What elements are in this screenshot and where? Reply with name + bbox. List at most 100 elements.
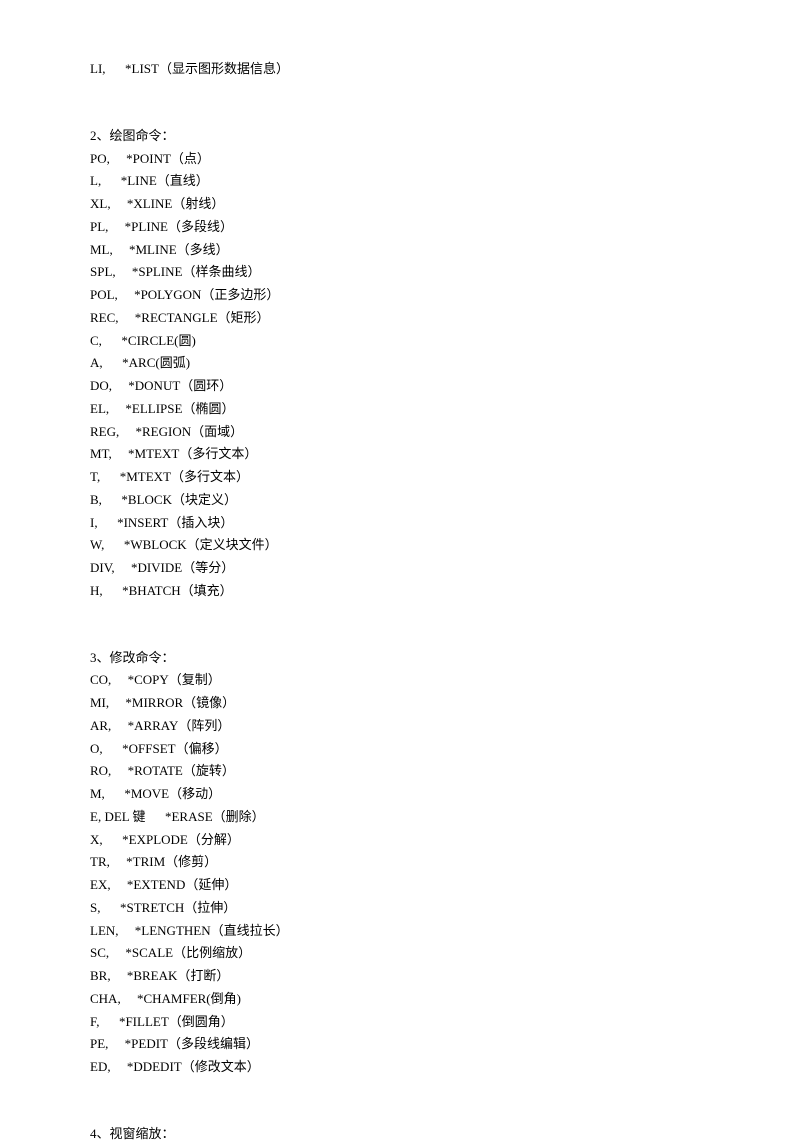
alias: RO, — [90, 763, 111, 778]
command-line: E, DEL 键 *ERASE（删除） — [90, 806, 703, 829]
command-line: F, *FILLET（倒圆角） — [90, 1011, 703, 1034]
command: *SCALE（比例缩放） — [125, 945, 251, 960]
command-line: ED, *DDEDIT（修改文本） — [90, 1056, 703, 1079]
command: *ARRAY（阵列） — [128, 718, 231, 733]
command: *PLINE（多段线） — [125, 219, 233, 234]
command-line: ML, *MLINE（多线） — [90, 239, 703, 262]
alias: SC, — [90, 945, 109, 960]
alias: W, — [90, 537, 104, 552]
alias: SPL, — [90, 264, 116, 279]
command-line: SC, *SCALE（比例缩放） — [90, 942, 703, 965]
command: *ROTATE（旋转） — [128, 763, 235, 778]
command: *SPLINE（样条曲线） — [132, 264, 261, 279]
alias: BR, — [90, 968, 111, 983]
command: *COPY（复制） — [128, 672, 221, 687]
command: *EXTEND（延伸） — [127, 877, 238, 892]
alias: DIV, — [90, 560, 115, 575]
command: *MOVE（移动） — [124, 786, 221, 801]
command: *DONUT（圆环） — [128, 378, 232, 393]
command: *STRETCH（拉伸） — [120, 900, 236, 915]
command: *MIRROR（镜像） — [125, 695, 235, 710]
command-line: LEN, *LENGTHEN（直线拉长） — [90, 920, 703, 943]
command-line: MI, *MIRROR（镜像） — [90, 692, 703, 715]
command-line: PE, *PEDIT（多段线编辑） — [90, 1033, 703, 1056]
alias: MI, — [90, 695, 109, 710]
alias: REC, — [90, 310, 119, 325]
alias: T, — [90, 469, 100, 484]
command-line: EX, *EXTEND（延伸） — [90, 874, 703, 897]
command-line: PO, *POINT（点） — [90, 148, 703, 171]
alias: CHA, — [90, 991, 121, 1006]
command: *MTEXT（多行文本） — [120, 469, 249, 484]
command: *LIST（显示图形数据信息） — [125, 61, 289, 76]
command-line: B, *BLOCK（块定义） — [90, 489, 703, 512]
command-line: CHA, *CHAMFER(倒角) — [90, 988, 703, 1011]
command: *CHAMFER(倒角) — [137, 991, 241, 1006]
command-line: REC, *RECTANGLE（矩形） — [90, 307, 703, 330]
alias: A, — [90, 355, 103, 370]
command: *ERASE（删除） — [165, 809, 265, 824]
command-line: LI, *LIST（显示图形数据信息） — [90, 58, 703, 81]
command-line: TR, *TRIM（修剪） — [90, 851, 703, 874]
alias: MT, — [90, 446, 112, 461]
section-header: 4、视窗缩放： — [90, 1123, 703, 1146]
command-line: A, *ARC(圆弧) — [90, 352, 703, 375]
command-line: XL, *XLINE（射线） — [90, 193, 703, 216]
section-gap — [90, 81, 703, 125]
command: *RECTANGLE（矩形） — [135, 310, 270, 325]
command-line: DIV, *DIVIDE（等分） — [90, 557, 703, 580]
command: *DDEDIT（修改文本） — [127, 1059, 260, 1074]
command: *LINE（直线） — [121, 173, 209, 188]
command: *OFFSET（偏移） — [122, 741, 227, 756]
command: *POLYGON（正多边形） — [134, 287, 279, 302]
alias: E, DEL 键 — [90, 809, 145, 824]
alias: LEN, — [90, 923, 119, 938]
command-line: SPL, *SPLINE（样条曲线） — [90, 261, 703, 284]
command-line: PL, *PLINE（多段线） — [90, 216, 703, 239]
command: *WBLOCK（定义块文件） — [124, 537, 278, 552]
alias: C, — [90, 333, 102, 348]
alias: DO, — [90, 378, 112, 393]
alias: O, — [90, 741, 103, 756]
command: *PEDIT（多段线编辑） — [125, 1036, 259, 1051]
command: *ELLIPSE（椭圆） — [125, 401, 234, 416]
section-header: 2、绘图命令： — [90, 125, 703, 148]
command-line: REG, *REGION（面域） — [90, 421, 703, 444]
command: *BHATCH（填充） — [122, 583, 233, 598]
command-line: DO, *DONUT（圆环） — [90, 375, 703, 398]
alias: TR, — [90, 854, 110, 869]
alias: XL, — [90, 196, 111, 211]
alias: S, — [90, 900, 100, 915]
command-line: POL, *POLYGON（正多边形） — [90, 284, 703, 307]
alias: REG, — [90, 424, 119, 439]
command: *BREAK（打断） — [127, 968, 230, 983]
alias: EL, — [90, 401, 109, 416]
alias: LI, — [90, 61, 106, 76]
alias: ED, — [90, 1059, 111, 1074]
command: *MTEXT（多行文本） — [128, 446, 257, 461]
command-line: I, *INSERT（插入块） — [90, 512, 703, 535]
command-line: O, *OFFSET（偏移） — [90, 738, 703, 761]
command-line: T, *MTEXT（多行文本） — [90, 466, 703, 489]
command: *BLOCK（块定义） — [121, 492, 237, 507]
command-line: H, *BHATCH（填充） — [90, 580, 703, 603]
command-line: M, *MOVE（移动） — [90, 783, 703, 806]
command-line: MT, *MTEXT（多行文本） — [90, 443, 703, 466]
command-line: BR, *BREAK（打断） — [90, 965, 703, 988]
alias: PE, — [90, 1036, 108, 1051]
alias: X, — [90, 832, 103, 847]
command: *EXPLODE（分解） — [122, 832, 240, 847]
section-gap — [90, 603, 703, 647]
command: *DIVIDE（等分） — [131, 560, 234, 575]
command-line: C, *CIRCLE(圆) — [90, 330, 703, 353]
alias: EX, — [90, 877, 111, 892]
alias: POL, — [90, 287, 118, 302]
command: *XLINE（射线） — [127, 196, 225, 211]
command: *TRIM（修剪） — [126, 854, 217, 869]
document-content: LI, *LIST（显示图形数据信息） 2、绘图命令： PO, *POINT（点… — [90, 58, 703, 1146]
alias: ML, — [90, 242, 113, 257]
command: *ARC(圆弧) — [122, 355, 190, 370]
alias: F, — [90, 1014, 99, 1029]
command: *REGION（面域） — [136, 424, 244, 439]
alias: CO, — [90, 672, 111, 687]
